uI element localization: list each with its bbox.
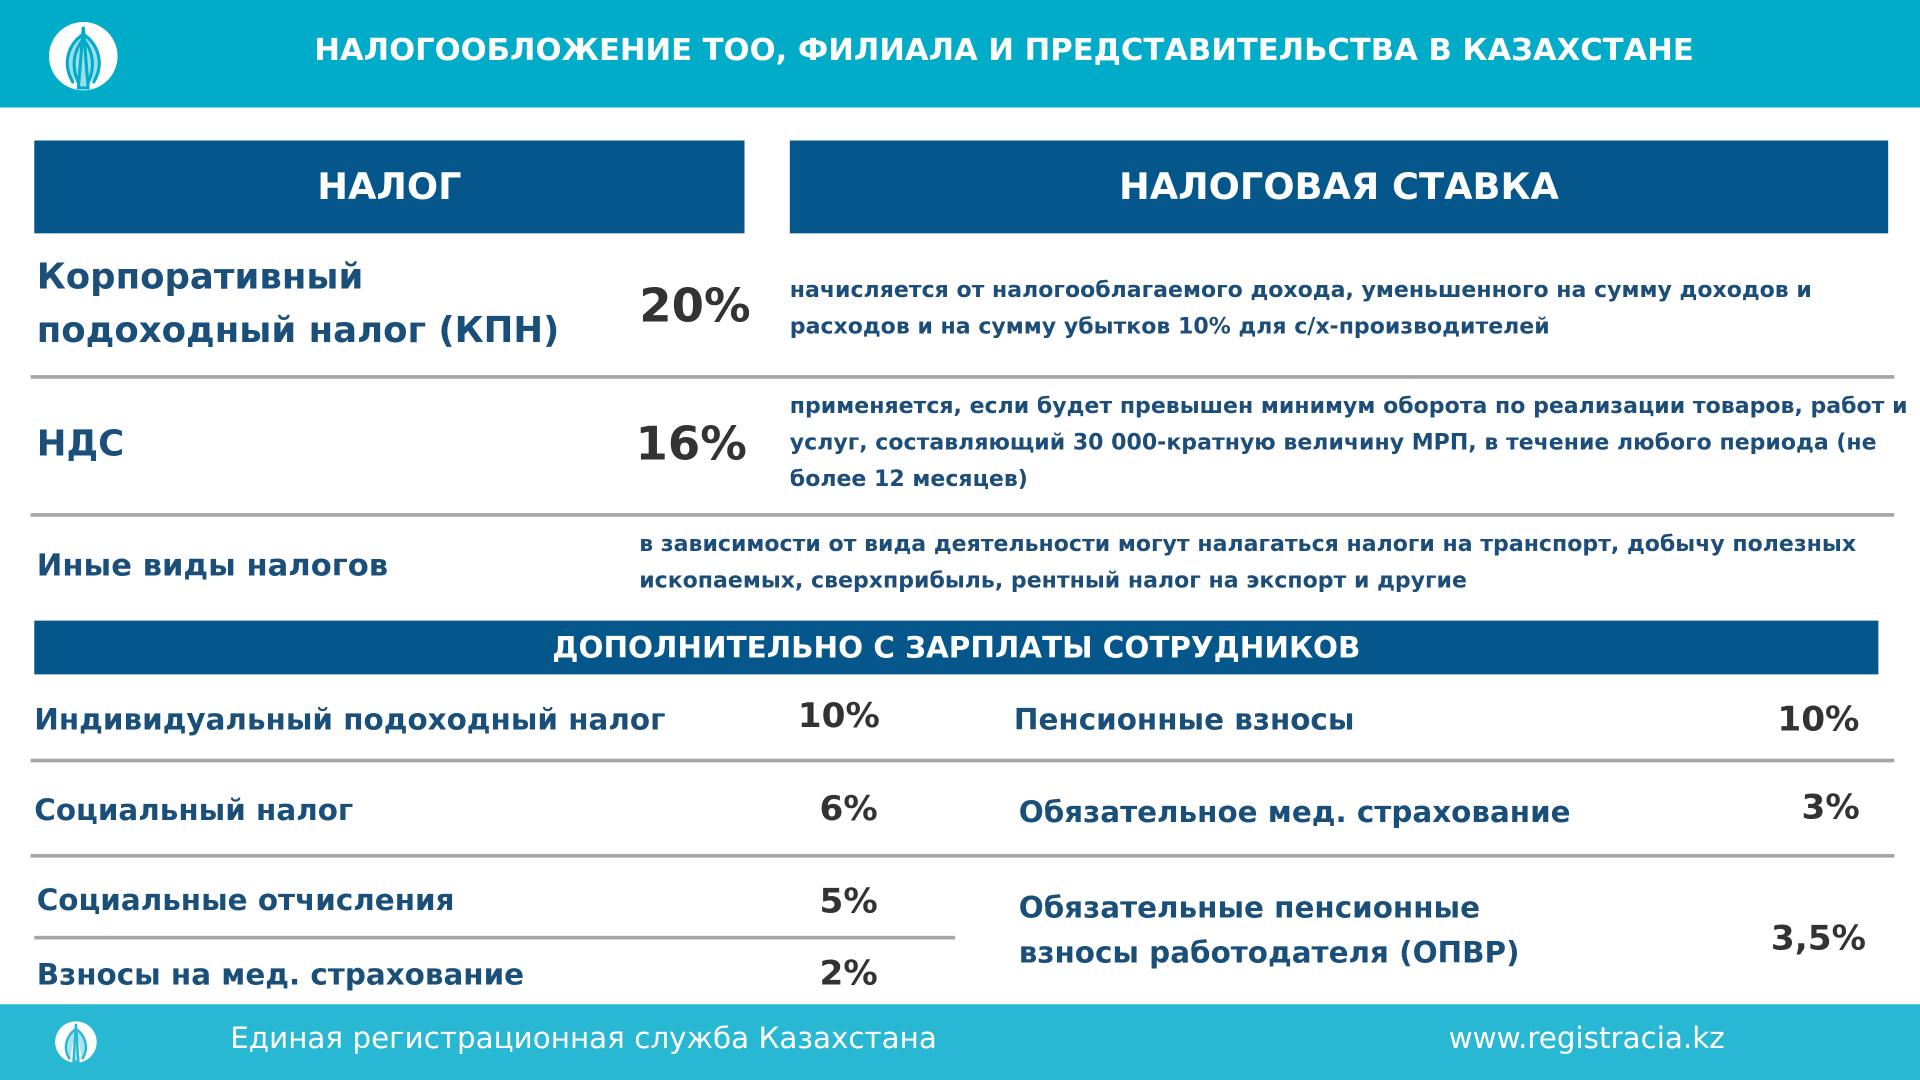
- divider: [30, 758, 1895, 763]
- salary-tax-rate: 6%: [819, 787, 878, 829]
- tax-description: применяется, если будет превышен минимум…: [789, 393, 1908, 493]
- salary-tax-rate: 3,5%: [1770, 917, 1866, 958]
- tax-name: Иные виды налогов: [36, 547, 389, 583]
- salary-tax-name: Пенсионные взносы: [1013, 702, 1355, 737]
- tax-description: в зависимости от вида деятельности могут…: [639, 531, 1857, 594]
- divider: [34, 935, 956, 940]
- salary-tax-name: Взносы на мед. страхование: [36, 957, 525, 993]
- header: [0, 0, 1920, 108]
- salary-tax-rate: 10%: [1777, 698, 1860, 740]
- footer-org: Единая регистрационная служба Казахстана: [230, 1021, 937, 1056]
- footer-url[interactable]: www.registracia.kz: [1448, 1021, 1725, 1056]
- page-title: НАЛОГООБЛОЖЕНИЕ ТОО, ФИЛИАЛА И ПРЕДСТАВИ…: [314, 31, 1694, 68]
- salary-tax-name: Обязательные пенсионные взносы работодат…: [1018, 890, 1520, 971]
- salary-tax-rate: 2%: [819, 952, 878, 994]
- footer: [0, 1004, 1920, 1080]
- salary-tax-rate: 3%: [1801, 786, 1860, 828]
- tax-name: НДС: [36, 422, 125, 465]
- salary-tax-rate: 5%: [819, 880, 878, 922]
- tax-name: Корпоративный подоходный налог (КПН): [36, 255, 560, 351]
- column-header: НАЛОГОВАЯ СТАВКА: [789, 140, 1889, 234]
- salary-tax-name: Социальные отчисления: [36, 883, 455, 918]
- divider: [30, 513, 1895, 517]
- column-header: НАЛОГ: [34, 140, 745, 234]
- footer-logo: [55, 1021, 97, 1063]
- logo: [48, 21, 118, 91]
- salary-tax-name: Социальный налог: [34, 792, 354, 828]
- salary-tax-name: Обязательное мед. страхование: [1018, 795, 1571, 830]
- tax-rate: 20%: [639, 278, 751, 333]
- divider: [30, 853, 1895, 858]
- salary-tax-name: Индивидуальный подоходный налог: [34, 702, 666, 737]
- tax-rate: 16%: [635, 416, 747, 471]
- salary-tax-rate: 10%: [797, 695, 880, 736]
- divider: [30, 375, 1895, 379]
- section-band: ДОПОЛНИТЕЛЬНО С ЗАРПЛАТЫ СОТРУДНИКОВ: [34, 620, 1879, 675]
- tax-description: начисляется от налогооблагаемого дохода,…: [789, 277, 1812, 340]
